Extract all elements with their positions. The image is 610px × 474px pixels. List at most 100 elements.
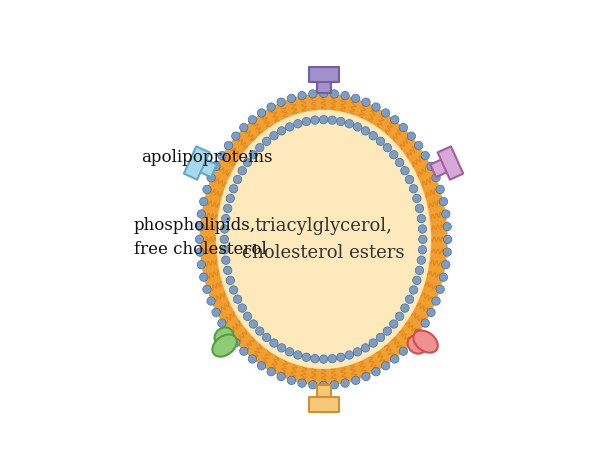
Circle shape (199, 197, 208, 206)
Circle shape (240, 347, 248, 356)
Circle shape (229, 184, 238, 193)
Circle shape (390, 151, 398, 159)
Circle shape (221, 214, 230, 223)
Circle shape (287, 94, 296, 102)
Circle shape (372, 367, 380, 376)
Circle shape (203, 285, 211, 293)
Circle shape (362, 98, 370, 106)
Circle shape (195, 235, 204, 244)
Circle shape (395, 312, 404, 320)
Circle shape (442, 210, 450, 218)
Circle shape (372, 103, 380, 111)
Circle shape (337, 353, 345, 362)
Circle shape (432, 173, 440, 182)
Circle shape (376, 137, 385, 146)
Circle shape (443, 222, 451, 231)
Circle shape (298, 379, 306, 387)
Circle shape (277, 373, 285, 381)
Circle shape (226, 194, 234, 202)
Circle shape (238, 166, 246, 175)
Circle shape (421, 151, 429, 160)
Circle shape (257, 109, 266, 117)
Circle shape (302, 353, 310, 362)
Circle shape (369, 131, 378, 140)
Circle shape (234, 175, 242, 184)
Circle shape (224, 141, 232, 150)
Circle shape (293, 119, 302, 128)
Polygon shape (194, 157, 217, 177)
Circle shape (412, 194, 421, 202)
Circle shape (310, 355, 319, 363)
Circle shape (223, 266, 232, 274)
Ellipse shape (224, 119, 423, 359)
Circle shape (249, 320, 257, 328)
Circle shape (218, 151, 226, 160)
Ellipse shape (407, 335, 426, 354)
Circle shape (256, 144, 264, 152)
Circle shape (232, 132, 240, 140)
Circle shape (224, 329, 232, 337)
Circle shape (262, 333, 271, 342)
Circle shape (197, 261, 206, 269)
Circle shape (320, 89, 328, 98)
Circle shape (199, 273, 208, 282)
Circle shape (390, 320, 398, 328)
Circle shape (248, 116, 257, 124)
Circle shape (220, 235, 229, 244)
Circle shape (439, 273, 448, 282)
Circle shape (383, 327, 392, 335)
Circle shape (406, 175, 414, 184)
Circle shape (432, 297, 440, 305)
Circle shape (390, 355, 399, 363)
Circle shape (401, 166, 409, 175)
Circle shape (207, 173, 215, 182)
Circle shape (439, 197, 448, 206)
Ellipse shape (414, 330, 438, 353)
Circle shape (262, 137, 271, 146)
Circle shape (212, 162, 220, 171)
Circle shape (293, 351, 302, 359)
Ellipse shape (216, 110, 431, 369)
Circle shape (351, 376, 360, 384)
Circle shape (309, 90, 317, 98)
Circle shape (436, 285, 444, 293)
Polygon shape (317, 74, 331, 93)
Polygon shape (309, 67, 339, 82)
Circle shape (427, 308, 436, 317)
Circle shape (418, 246, 426, 254)
Circle shape (361, 127, 370, 135)
Circle shape (381, 109, 390, 117)
Circle shape (277, 98, 285, 106)
Circle shape (409, 184, 418, 193)
Text: apolipoproteins: apolipoproteins (141, 149, 273, 166)
Circle shape (234, 295, 242, 303)
Circle shape (421, 319, 429, 328)
Circle shape (353, 347, 362, 356)
Circle shape (345, 351, 353, 359)
Circle shape (196, 248, 204, 256)
Circle shape (226, 276, 234, 284)
Circle shape (287, 376, 296, 384)
Circle shape (257, 362, 266, 370)
Circle shape (328, 355, 337, 363)
Circle shape (249, 151, 257, 159)
Circle shape (362, 373, 370, 381)
Circle shape (409, 286, 418, 294)
Polygon shape (309, 397, 339, 411)
Circle shape (390, 116, 399, 124)
Circle shape (418, 235, 427, 244)
Circle shape (376, 333, 385, 342)
Ellipse shape (199, 93, 448, 385)
Circle shape (238, 304, 246, 312)
Circle shape (414, 329, 423, 337)
Circle shape (243, 312, 252, 320)
Circle shape (415, 204, 424, 212)
Circle shape (395, 158, 404, 167)
Circle shape (415, 266, 424, 274)
Circle shape (256, 327, 264, 335)
Circle shape (267, 367, 275, 376)
Circle shape (351, 94, 360, 102)
Circle shape (412, 276, 421, 284)
Circle shape (436, 185, 444, 194)
Circle shape (320, 381, 328, 390)
